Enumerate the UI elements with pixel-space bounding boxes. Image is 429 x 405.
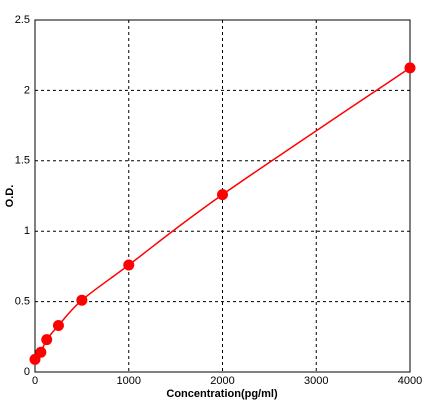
x-tick-label: 0 [32, 375, 38, 387]
y-tick-label: 1.5 [15, 155, 30, 167]
data-point [123, 259, 135, 271]
y-tick-label: 0.5 [15, 296, 30, 308]
data-point [76, 294, 88, 306]
y-tick-label: 2.5 [15, 14, 30, 26]
x-tick-label: 1000 [117, 375, 141, 387]
data-point [35, 346, 47, 358]
y-tick-label: 0 [24, 366, 30, 378]
y-axis-label: O.D. [4, 185, 16, 208]
x-tick-label: 4000 [398, 375, 422, 387]
x-tick-label: 3000 [304, 375, 328, 387]
x-tick-label: 2000 [210, 375, 234, 387]
data-point [41, 334, 53, 346]
data-point [404, 62, 416, 74]
y-tick-label: 2 [24, 84, 30, 96]
data-point [217, 189, 228, 201]
y-tick-label: 1 [24, 225, 30, 237]
x-axis-label: Concentration(pg/ml) [166, 388, 278, 400]
data-point [52, 320, 64, 332]
